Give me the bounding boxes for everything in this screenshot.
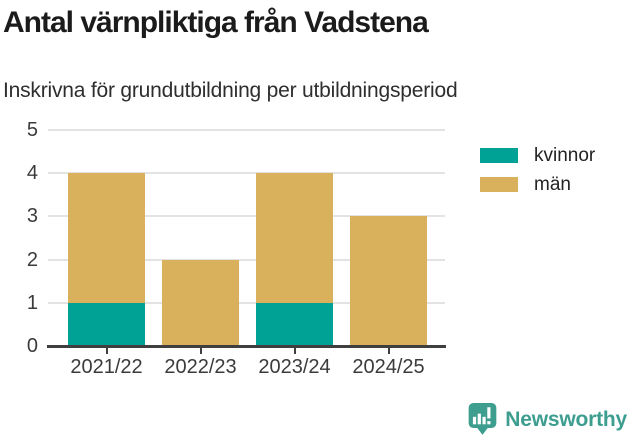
y-tick-label: 1 xyxy=(26,291,38,314)
gridline-y-5 xyxy=(48,129,445,131)
legend-swatch-män xyxy=(480,177,518,192)
x-tick-mark xyxy=(387,348,390,354)
x-tick-mark xyxy=(293,348,296,354)
x-tick-label: 2021/22 xyxy=(70,356,143,378)
legend-label-män: män xyxy=(534,174,571,195)
legend-item-kvinnor: kvinnor xyxy=(480,146,595,165)
gridline-y-2 xyxy=(48,258,445,261)
x-axis-line xyxy=(47,345,446,348)
y-tick-label: 3 xyxy=(26,205,38,228)
legend-label-kvinnor: kvinnor xyxy=(534,145,596,166)
bar-segment-män-2022/23 xyxy=(162,259,239,346)
legend-swatch-kvinnor xyxy=(480,148,518,163)
newsworthy-logo[interactable]: Newsworthy xyxy=(467,403,627,436)
legend: kvinnor män xyxy=(480,146,595,194)
newsworthy-logo-text: Newsworthy xyxy=(505,408,627,431)
gridline-y-3 xyxy=(48,215,445,218)
y-tick-label: 4 xyxy=(26,162,38,185)
x-tick-label: 2022/23 xyxy=(164,356,237,378)
gridline-y-4 xyxy=(48,172,445,175)
chart-subtitle: Inskrivna för grundutbildning per utbild… xyxy=(3,79,458,102)
y-tick-label: 5 xyxy=(26,119,38,141)
legend-item-män: män xyxy=(480,175,595,194)
y-tick-label: 0 xyxy=(26,335,38,357)
bar-segment-män-2024/25 xyxy=(350,216,427,346)
gridline-y-1 xyxy=(48,301,445,304)
x-tick-label: 2023/24 xyxy=(258,356,331,378)
bar-segment-kvinnor-2021/22 xyxy=(68,302,145,346)
bar-segment-män-2021/22 xyxy=(68,173,145,303)
x-tick-label: 2024/25 xyxy=(352,356,425,378)
newsworthy-pin-icon xyxy=(468,403,497,435)
x-tick-mark xyxy=(105,348,108,354)
bar-segment-män-2023/24 xyxy=(256,173,333,303)
bar-segment-kvinnor-2023/24 xyxy=(256,302,333,346)
chart-title: Antal värnpliktiga från Vadstena xyxy=(3,6,429,39)
x-tick-mark xyxy=(199,348,202,354)
y-tick-label: 2 xyxy=(26,248,38,271)
